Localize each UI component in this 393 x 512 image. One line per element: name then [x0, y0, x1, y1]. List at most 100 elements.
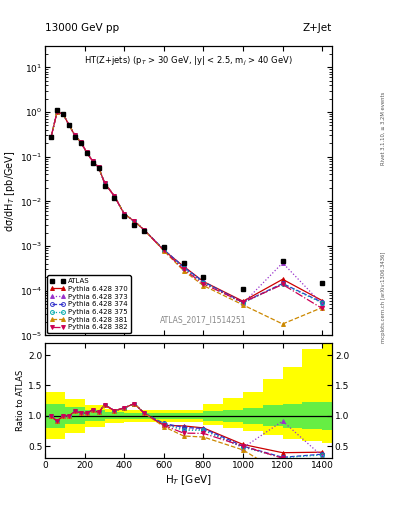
Pythia 6.428 375 — [181, 265, 186, 271]
Pythia 6.428 381 — [142, 227, 147, 233]
Pythia 6.428 381 — [241, 302, 245, 308]
Line: Pythia 6.428 375: Pythia 6.428 375 — [49, 110, 324, 305]
Y-axis label: dσ/dH$_{T}$ [pb/GeV]: dσ/dH$_{T}$ [pb/GeV] — [3, 150, 17, 231]
ATLAS — [142, 228, 147, 234]
ATLAS — [201, 274, 206, 281]
Line: Pythia 6.428 382: Pythia 6.428 382 — [49, 110, 324, 310]
Pythia 6.428 382 — [181, 266, 186, 272]
Pythia 6.428 374 — [241, 299, 245, 305]
Text: Z+Jet: Z+Jet — [303, 23, 332, 33]
Pythia 6.428 381 — [112, 193, 117, 199]
ATLAS — [49, 134, 53, 140]
Pythia 6.428 381 — [49, 134, 53, 140]
ATLAS — [55, 107, 59, 113]
ATLAS — [66, 122, 71, 128]
Pythia 6.428 374 — [162, 247, 166, 253]
Pythia 6.428 381 — [55, 109, 59, 115]
Pythia 6.428 373 — [49, 134, 53, 140]
ATLAS — [73, 134, 77, 140]
Pythia 6.428 375 — [142, 227, 147, 233]
Pythia 6.428 374 — [132, 218, 137, 224]
Pythia 6.428 382 — [84, 150, 89, 156]
Legend: ATLAS, Pythia 6.428 370, Pythia 6.428 373, Pythia 6.428 374, Pythia 6.428 375, P: ATLAS, Pythia 6.428 370, Pythia 6.428 37… — [47, 275, 130, 333]
Pythia 6.428 375 — [73, 132, 77, 138]
ATLAS — [280, 258, 285, 264]
Pythia 6.428 382 — [96, 164, 101, 170]
Pythia 6.428 375 — [66, 122, 71, 128]
ATLAS — [162, 244, 166, 250]
Pythia 6.428 370 — [102, 180, 107, 186]
Pythia 6.428 370 — [132, 218, 137, 224]
Pythia 6.428 381 — [102, 180, 107, 186]
Pythia 6.428 374 — [55, 109, 59, 115]
Pythia 6.428 374 — [73, 132, 77, 138]
ATLAS — [112, 195, 117, 201]
Pythia 6.428 374 — [142, 227, 147, 233]
Pythia 6.428 374 — [181, 264, 186, 270]
Pythia 6.428 373 — [122, 211, 127, 217]
Pythia 6.428 375 — [320, 300, 325, 306]
Pythia 6.428 374 — [84, 150, 89, 156]
Pythia 6.428 370 — [181, 263, 186, 269]
Line: Pythia 6.428 381: Pythia 6.428 381 — [49, 110, 324, 326]
Pythia 6.428 382 — [73, 132, 77, 138]
Pythia 6.428 382 — [280, 282, 285, 288]
Pythia 6.428 370 — [49, 134, 53, 140]
Pythia 6.428 375 — [132, 218, 137, 224]
Pythia 6.428 375 — [241, 300, 245, 306]
Pythia 6.428 375 — [102, 180, 107, 186]
Pythia 6.428 382 — [132, 218, 137, 224]
Pythia 6.428 382 — [142, 227, 147, 233]
Pythia 6.428 375 — [201, 280, 206, 286]
Pythia 6.428 373 — [162, 247, 166, 253]
Pythia 6.428 373 — [280, 260, 285, 266]
Text: 13000 GeV pp: 13000 GeV pp — [45, 23, 119, 33]
Pythia 6.428 381 — [280, 321, 285, 327]
Pythia 6.428 375 — [280, 281, 285, 287]
Pythia 6.428 370 — [112, 193, 117, 199]
Pythia 6.428 374 — [201, 279, 206, 285]
Pythia 6.428 373 — [112, 193, 117, 199]
Pythia 6.428 370 — [73, 132, 77, 138]
Text: mcplots.cern.ch [arXiv:1306.3436]: mcplots.cern.ch [arXiv:1306.3436] — [381, 251, 386, 343]
Pythia 6.428 373 — [61, 111, 65, 117]
Pythia 6.428 373 — [241, 301, 245, 307]
Pythia 6.428 373 — [181, 265, 186, 271]
Pythia 6.428 374 — [66, 122, 71, 128]
Pythia 6.428 370 — [201, 279, 206, 285]
Pythia 6.428 370 — [96, 164, 101, 170]
Pythia 6.428 381 — [132, 218, 137, 224]
Pythia 6.428 381 — [162, 248, 166, 254]
Pythia 6.428 373 — [55, 109, 59, 115]
Pythia 6.428 374 — [90, 158, 95, 164]
Pythia 6.428 373 — [142, 227, 147, 233]
Pythia 6.428 375 — [49, 134, 53, 140]
Text: Rivet 3.1.10, ≥ 3.2M events: Rivet 3.1.10, ≥ 3.2M events — [381, 91, 386, 165]
Pythia 6.428 375 — [61, 111, 65, 117]
Pythia 6.428 373 — [84, 150, 89, 156]
Pythia 6.428 382 — [102, 180, 107, 186]
Pythia 6.428 382 — [241, 299, 245, 305]
Pythia 6.428 374 — [280, 281, 285, 287]
Pythia 6.428 381 — [96, 164, 101, 170]
ATLAS — [132, 222, 137, 228]
Pythia 6.428 375 — [90, 158, 95, 164]
Pythia 6.428 373 — [201, 279, 206, 285]
Pythia 6.428 373 — [79, 139, 83, 145]
Pythia 6.428 374 — [61, 111, 65, 117]
ATLAS — [122, 214, 127, 220]
Pythia 6.428 382 — [90, 158, 95, 164]
Line: Pythia 6.428 374: Pythia 6.428 374 — [49, 110, 324, 304]
Pythia 6.428 373 — [96, 164, 101, 170]
Pythia 6.428 370 — [320, 297, 325, 304]
Pythia 6.428 370 — [122, 211, 127, 217]
Pythia 6.428 381 — [122, 211, 127, 217]
Pythia 6.428 373 — [320, 301, 325, 307]
Pythia 6.428 382 — [61, 111, 65, 117]
Y-axis label: Ratio to ATLAS: Ratio to ATLAS — [16, 370, 25, 431]
Pythia 6.428 370 — [66, 122, 71, 128]
ATLAS — [241, 286, 245, 292]
Pythia 6.428 370 — [79, 139, 83, 145]
Pythia 6.428 370 — [142, 227, 147, 233]
Pythia 6.428 381 — [79, 139, 83, 145]
